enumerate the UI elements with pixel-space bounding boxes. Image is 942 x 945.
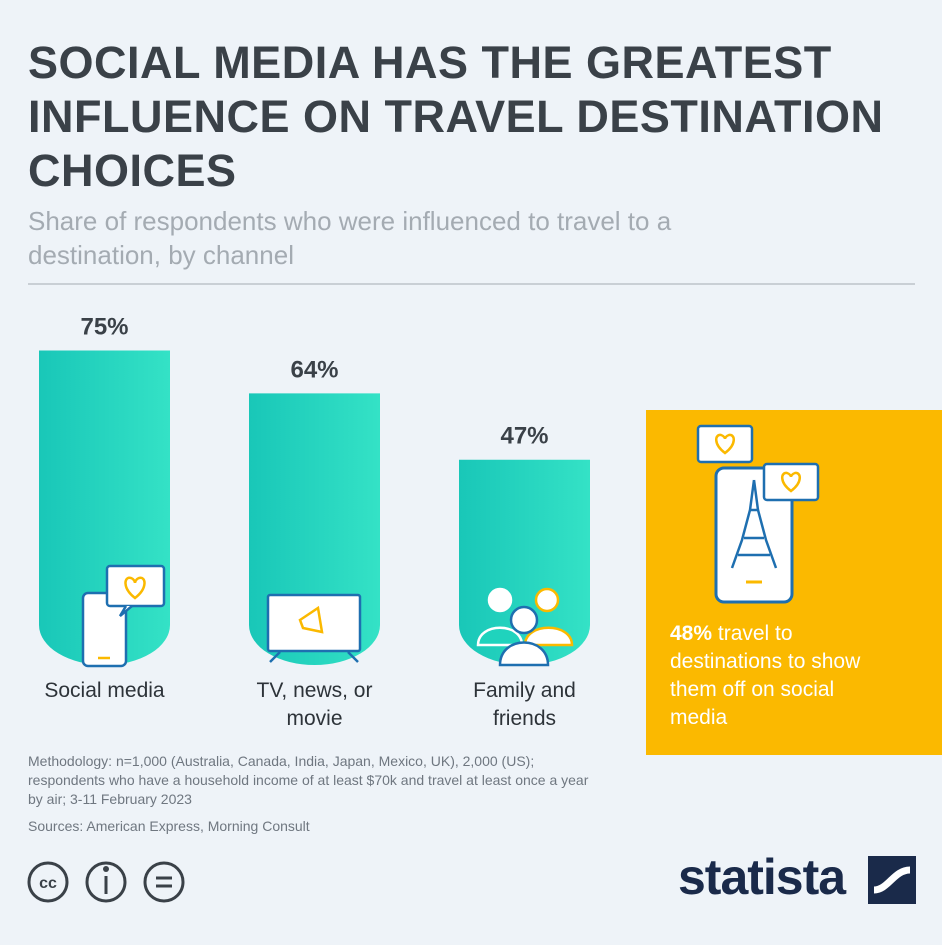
tower-icon (696, 424, 820, 604)
brand-mark (868, 856, 916, 904)
license-icons: cc (27, 861, 185, 903)
category-label: Family and friends (473, 679, 576, 730)
divider (28, 283, 915, 285)
phone-icon (81, 564, 166, 668)
tv-icon (266, 593, 362, 663)
people-icon (476, 587, 574, 667)
category-label: TV, news, or movie (256, 679, 373, 730)
value-label: 47% (500, 423, 548, 450)
callout-text: 48% travel to destinations to show them … (670, 620, 880, 732)
brand-logo: statista (678, 849, 846, 905)
chart-title: SOCIAL MEDIA HAS THE GREATEST INFLUENCE … (28, 37, 884, 196)
value-label: 75% (80, 314, 128, 341)
callout-highlight: 48% (670, 622, 713, 645)
bar (459, 459, 590, 665)
svg-text:cc: cc (39, 875, 57, 892)
callout-body: travel to destinations to show them off … (670, 622, 861, 729)
category-label: Social media (44, 679, 165, 702)
methodology: Methodology: n=1,000 (Australia, Canada,… (28, 753, 589, 807)
callout-box: 48% travel to destinations to show them … (646, 410, 942, 755)
value-label: 64% (290, 356, 338, 383)
sources: Sources: American Express, Morning Consu… (28, 818, 310, 834)
chart-subtitle: Share of respondents who were influenced… (28, 206, 672, 270)
